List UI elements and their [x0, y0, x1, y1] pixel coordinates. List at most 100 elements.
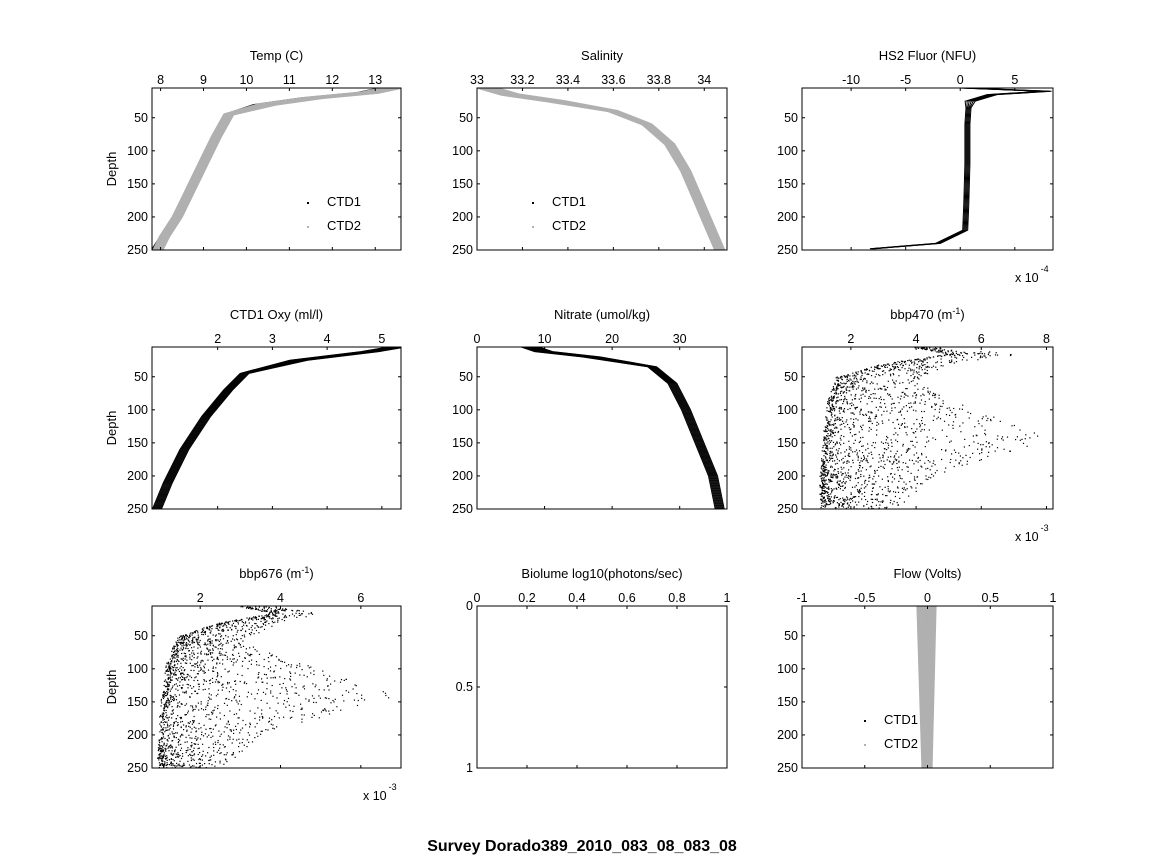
data-point: [200, 631, 202, 634]
data-point: [275, 615, 277, 617]
data-point: [948, 360, 951, 362]
data-point: [303, 714, 305, 716]
data-point: [982, 444, 984, 446]
data-point: [159, 716, 161, 718]
data-point: [828, 494, 830, 496]
data-point: [924, 347, 926, 349]
data-point: [181, 766, 183, 768]
data-point: [299, 665, 301, 667]
data-point: [233, 732, 235, 734]
data-point: [226, 752, 228, 754]
data-point: [194, 663, 197, 665]
data-point: [856, 381, 858, 383]
data-point: [176, 753, 178, 755]
data-point: [860, 397, 862, 399]
data-point: [222, 638, 225, 640]
data-point: [197, 636, 199, 638]
data-point: [175, 641, 177, 643]
data-point: [857, 419, 859, 421]
data-point: [291, 686, 293, 688]
data-point: [159, 764, 161, 766]
data-point: [836, 387, 838, 389]
data-point: [822, 505, 824, 507]
data-point: [158, 759, 160, 761]
data-point: [842, 392, 844, 394]
data-point: [222, 625, 224, 627]
data-point: [162, 758, 164, 760]
data-point: [962, 404, 964, 406]
data-point: [266, 610, 268, 612]
data-point: [865, 499, 867, 501]
data-point: [830, 431, 832, 433]
data-point: [240, 629, 242, 631]
data-point: [210, 630, 212, 632]
data-point: [821, 487, 823, 489]
data-point: [176, 648, 178, 650]
data-point: [925, 478, 927, 480]
y-tick-label: 150: [127, 436, 148, 450]
data-point: [924, 368, 926, 370]
data-point: [904, 368, 906, 370]
data-point: [934, 408, 936, 411]
data-point: [166, 714, 168, 716]
data-point: [841, 485, 843, 487]
data-point: [182, 691, 184, 693]
data-point: [177, 663, 179, 665]
data-point: [906, 410, 908, 412]
data-point: [189, 658, 191, 660]
data-point: [165, 729, 167, 731]
data-point: [203, 667, 206, 669]
data-point: [915, 436, 917, 438]
data-point: [197, 642, 199, 644]
data-point: [894, 366, 896, 368]
data-point: [868, 420, 870, 422]
data-point: [824, 469, 826, 471]
data-point: [388, 697, 390, 699]
data-point: [828, 498, 830, 500]
data-point: [278, 612, 280, 614]
data-point: [334, 680, 336, 682]
data-point: [884, 486, 886, 488]
data-point: [948, 424, 950, 426]
data-point: [170, 695, 172, 697]
data-point: [186, 676, 188, 678]
data-point: [897, 469, 899, 471]
data-point: [919, 459, 921, 462]
data-point: [836, 441, 838, 443]
data-point: [834, 460, 836, 462]
data-point: [298, 694, 300, 696]
data-point: [265, 621, 267, 623]
data-point: [233, 639, 236, 641]
data-point: [200, 660, 202, 662]
data-point: [869, 370, 871, 372]
data-point: [987, 455, 989, 457]
data-point: [196, 693, 198, 695]
data-point: [223, 763, 225, 765]
data-point: [854, 383, 856, 385]
data-point: [294, 683, 296, 685]
data-point: [257, 673, 259, 675]
data-point: [179, 736, 181, 738]
data-point: [860, 370, 862, 372]
data-point: [861, 429, 863, 431]
data-point: [903, 481, 905, 483]
data-point: [210, 755, 212, 757]
data-point: [912, 444, 914, 446]
data-point: [179, 760, 181, 762]
data-point: [192, 707, 194, 709]
data-point: [236, 639, 239, 641]
data-point: [219, 643, 221, 645]
x-tick-label: 2: [197, 591, 204, 605]
data-point: [256, 732, 258, 734]
x-tick-label: 33.2: [510, 73, 534, 87]
chart-title-nitrate: Nitrate (umol/kg): [554, 307, 650, 322]
y-tick-label: 150: [452, 436, 473, 450]
data-point: [878, 374, 880, 376]
data-point: [163, 765, 165, 768]
data-point: [181, 658, 183, 661]
data-point: [989, 351, 991, 353]
data-point: [831, 408, 833, 410]
data-point: [223, 702, 226, 704]
data-point: [172, 740, 174, 742]
data-point: [277, 702, 279, 704]
